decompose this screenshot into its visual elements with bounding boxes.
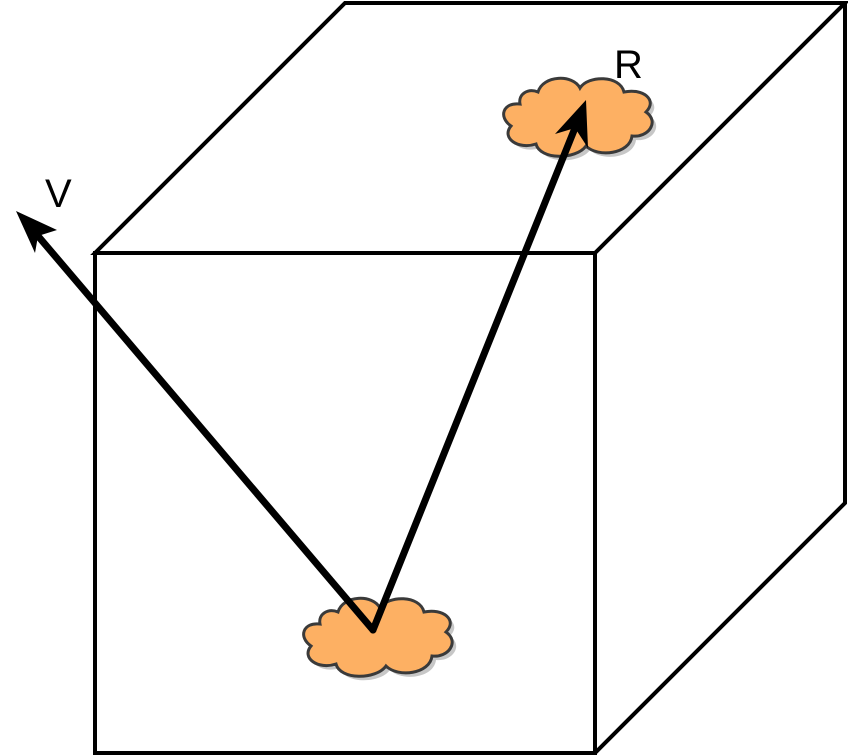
- cube-right-face: [592, 1, 847, 755]
- cube-front-face: [93, 251, 597, 755]
- arrow-r-head: [555, 100, 588, 148]
- label-v: V: [45, 172, 72, 216]
- label-r: R: [614, 43, 643, 87]
- arrow-v-head: [16, 211, 57, 253]
- arrow-v-shaft: [34, 232, 377, 634]
- cube: [90, 1, 848, 755]
- cube-top-face: [90, 1, 848, 255]
- arrow-v: [16, 211, 377, 634]
- arrow-r: [369, 100, 588, 634]
- arrow-r-shaft: [369, 124, 579, 634]
